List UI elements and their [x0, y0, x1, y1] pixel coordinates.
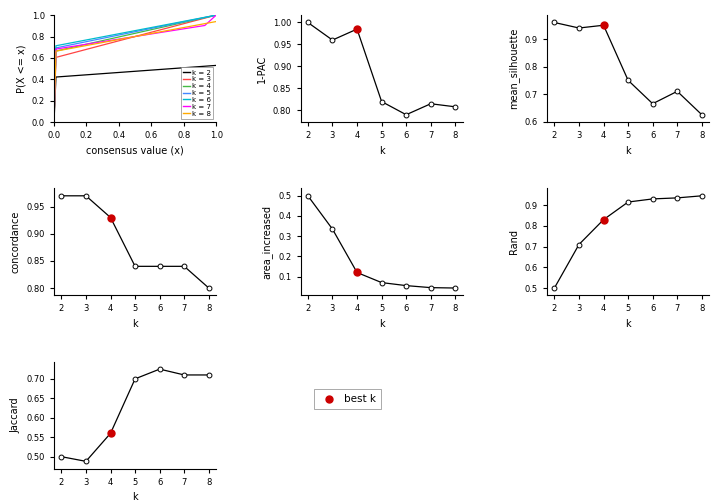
- Y-axis label: Rand: Rand: [509, 229, 519, 255]
- Y-axis label: P(X <= x): P(X <= x): [16, 44, 26, 93]
- Y-axis label: area_increased: area_increased: [262, 205, 273, 279]
- X-axis label: consensus value (x): consensus value (x): [86, 146, 184, 156]
- Y-axis label: 1-PAC: 1-PAC: [258, 54, 267, 83]
- X-axis label: k: k: [379, 319, 384, 329]
- Legend: best k: best k: [314, 389, 382, 409]
- X-axis label: k: k: [379, 146, 384, 156]
- Y-axis label: mean_silhouette: mean_silhouette: [508, 28, 519, 109]
- Y-axis label: concordance: concordance: [11, 211, 21, 273]
- X-axis label: k: k: [132, 492, 138, 502]
- Legend: k = 2, k = 3, k = 4, k = 5, k = 6, k = 7, k = 8: k = 2, k = 3, k = 4, k = 5, k = 6, k = 7…: [181, 68, 212, 118]
- X-axis label: k: k: [132, 319, 138, 329]
- X-axis label: k: k: [625, 319, 631, 329]
- X-axis label: k: k: [625, 146, 631, 156]
- Y-axis label: Jaccard: Jaccard: [11, 398, 21, 433]
